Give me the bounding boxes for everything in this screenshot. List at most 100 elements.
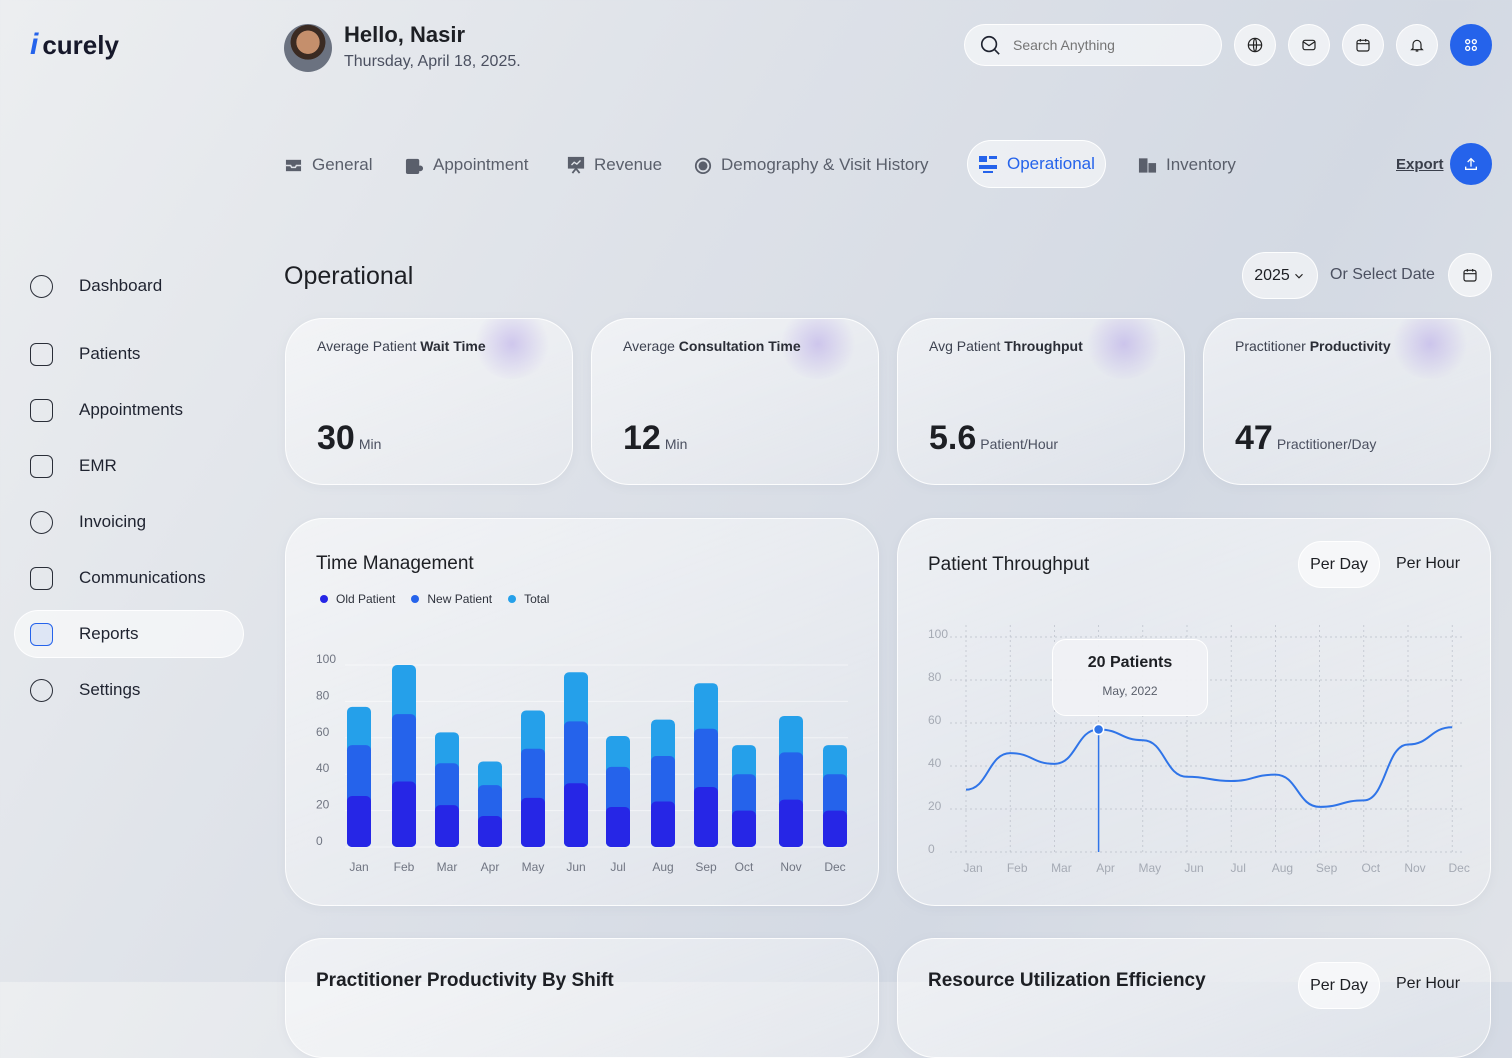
x-tick-label: Nov — [780, 860, 801, 874]
sidebar-item-reports[interactable]: Reports — [30, 619, 139, 649]
greeting: Hello, Nasir — [344, 22, 466, 47]
sidebar-item-communications[interactable]: Communications — [30, 563, 206, 593]
x-tick-label: Jul — [1231, 861, 1246, 875]
search-input[interactable] — [1013, 37, 1193, 53]
search-box[interactable] — [964, 24, 1222, 66]
logo-mark-icon: i — [30, 28, 39, 61]
kpi-label: Practitioner Productivity — [1235, 338, 1391, 354]
y-tick-label: 60 — [928, 713, 942, 727]
language-button[interactable] — [1234, 24, 1276, 66]
export-button[interactable] — [1450, 143, 1492, 185]
bar-old-patient[interactable] — [478, 816, 502, 847]
legend-item-new: New Patient — [411, 592, 492, 606]
bar-old-patient[interactable] — [564, 783, 588, 847]
x-tick-label: Sep — [695, 860, 717, 874]
per-hour-toggle[interactable]: Per Hour — [1396, 555, 1461, 572]
kpi-card: Average Consultation Time 12 Min — [591, 318, 879, 485]
sidebar-item-emr[interactable]: EMR — [30, 451, 117, 481]
tooltip-date: May, 2022 — [1102, 684, 1158, 698]
presentation-chart-icon — [567, 156, 585, 174]
date-picker-button[interactable] — [1448, 253, 1492, 297]
tab-appointment[interactable]: Appointment — [405, 152, 528, 178]
chart-tooltip: 20 Patients May, 2022 — [1052, 639, 1208, 716]
x-tick-label: Jun — [1184, 861, 1203, 875]
x-tick-label: May — [522, 860, 545, 874]
tab-general[interactable]: General — [284, 152, 372, 178]
bar-old-patient[interactable] — [521, 797, 545, 847]
bar-old-patient[interactable] — [347, 796, 371, 847]
x-tick-label: Apr — [1096, 861, 1115, 875]
x-tick-label: Mar — [437, 860, 458, 874]
per-day-toggle[interactable]: Per Day — [1298, 541, 1380, 588]
glow-decoration — [1084, 319, 1164, 379]
calendar-icon — [1356, 39, 1370, 52]
x-tick-label: Dec — [1449, 861, 1470, 875]
notifications-button[interactable] — [1396, 24, 1438, 66]
inventory-icon — [1138, 158, 1157, 173]
data-point-marker[interactable] — [1092, 723, 1105, 736]
y-tick-label: 40 — [928, 756, 942, 770]
bottom-per-hour-toggle[interactable]: Per Hour — [1396, 975, 1461, 992]
y-tick-label: 80 — [316, 688, 330, 702]
chat-icon — [30, 566, 53, 590]
x-tick-label: May — [1138, 861, 1161, 875]
bar-old-patient[interactable] — [779, 799, 803, 847]
bar-chart-icon — [30, 622, 53, 646]
sidebar-item-patients[interactable]: Patients — [30, 339, 140, 369]
tab-revenue[interactable]: Revenue — [567, 152, 662, 178]
bottom-per-day-toggle[interactable]: Per Day — [1298, 962, 1380, 1009]
x-tick-label: Oct — [1361, 861, 1380, 875]
chevron-down-icon — [1294, 273, 1303, 279]
sidebar-item-settings[interactable]: Settings — [30, 675, 140, 705]
appointment-icon — [405, 158, 424, 174]
logo[interactable]: i curely — [30, 28, 119, 61]
charts-layer: 0 20 40 60 80 100 Jan Feb Mar Apr May Jun Jul Aug Sep O… — [316, 625, 1470, 875]
sidebar-item-appointments[interactable]: Appointments — [30, 395, 183, 425]
glow-decoration — [778, 319, 858, 379]
kpi-value: 30 Min — [317, 419, 382, 457]
y-tick-label: 80 — [928, 670, 942, 684]
timer-icon — [694, 157, 712, 174]
y-tick-label: 20 — [316, 798, 330, 812]
kpi-value: 47 Practitioner/Day — [1235, 419, 1377, 457]
upload-icon — [1465, 157, 1477, 170]
apps-button[interactable] — [1450, 24, 1492, 66]
bar-old-patient[interactable] — [606, 806, 630, 847]
kpi-label: Avg Patient Throughput — [929, 338, 1083, 354]
pie-chart-icon — [30, 274, 53, 298]
operational-icon — [979, 156, 997, 173]
export-link[interactable]: Export — [1396, 156, 1444, 173]
x-tick-label: Oct — [735, 860, 754, 874]
mail-button[interactable] — [1288, 24, 1330, 66]
bar-old-patient[interactable] — [694, 786, 718, 847]
avatar[interactable] — [284, 24, 332, 72]
bar-old-patient[interactable] — [651, 801, 675, 848]
search-icon — [980, 35, 1000, 55]
tab-operational[interactable]: Operational — [967, 140, 1106, 188]
x-tick-label: Jun — [566, 860, 585, 874]
x-tick-label: Apr — [481, 860, 500, 874]
y-tick-label: 60 — [316, 725, 330, 739]
resource-utilization-title: Resource Utilization Efficiency — [928, 970, 1206, 991]
calendar-button[interactable] — [1342, 24, 1384, 66]
bell-icon — [1410, 39, 1424, 52]
x-tick-label: Aug — [1272, 861, 1293, 875]
y-tick-label: 0 — [316, 834, 323, 848]
y-tick-label: 20 — [928, 799, 942, 813]
tab-demography[interactable]: Demography & Visit History — [694, 152, 929, 178]
tab-inventory[interactable]: Inventory — [1138, 152, 1236, 178]
bar-old-patient[interactable] — [435, 805, 459, 847]
current-date: Thursday, April 18, 2025. — [344, 53, 521, 70]
sidebar-item-dashboard[interactable]: Dashboard — [30, 271, 162, 301]
bar-old-patient[interactable] — [732, 810, 756, 847]
kpi-value: 5.6 Patient/Hour — [929, 419, 1059, 457]
bar-old-patient[interactable] — [823, 810, 847, 847]
bar-old-patient[interactable] — [392, 781, 416, 847]
kpi-card: Practitioner Productivity 47 Practitioner/… — [1203, 318, 1491, 485]
x-tick-label: Aug — [652, 860, 673, 874]
year-select[interactable]: 2025 — [1242, 252, 1318, 299]
throughput-line — [965, 726, 1453, 808]
sidebar-item-invoicing[interactable]: Invoicing — [30, 507, 146, 537]
calendar-check-icon — [30, 398, 53, 422]
glow-decoration — [1390, 319, 1470, 379]
